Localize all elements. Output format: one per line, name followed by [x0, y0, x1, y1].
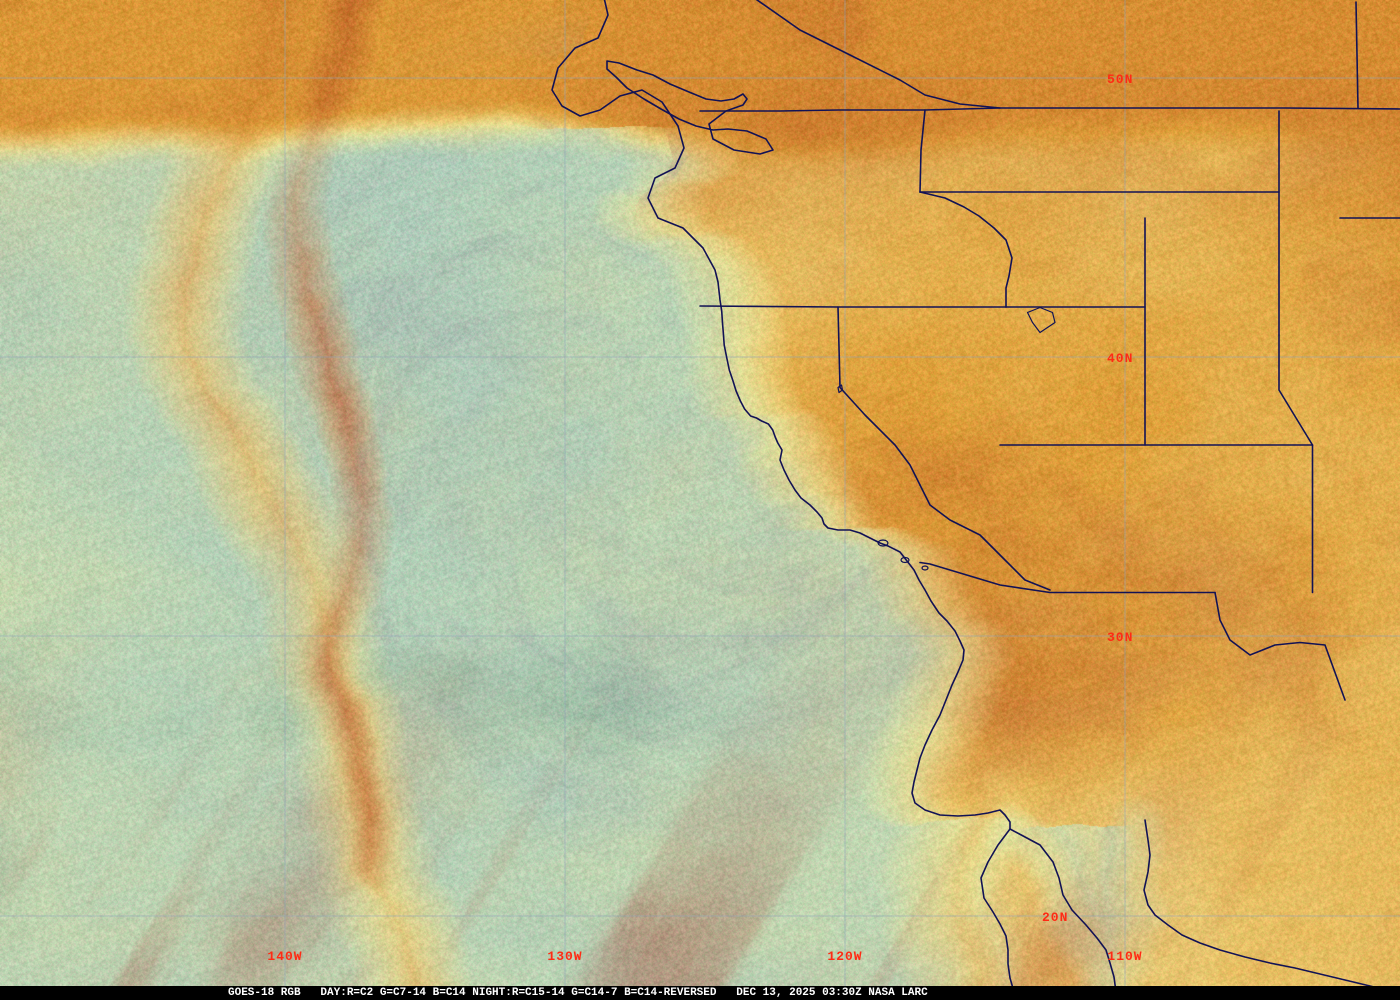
svg-text:20N: 20N	[1042, 910, 1068, 925]
svg-text:120W: 120W	[827, 949, 862, 964]
svg-text:130W: 130W	[547, 949, 582, 964]
svg-text:140W: 140W	[267, 949, 302, 964]
svg-text:40N: 40N	[1107, 351, 1133, 366]
svg-text:110W: 110W	[1107, 949, 1142, 964]
svg-text:50N: 50N	[1107, 72, 1133, 87]
svg-text:30N: 30N	[1107, 630, 1133, 645]
